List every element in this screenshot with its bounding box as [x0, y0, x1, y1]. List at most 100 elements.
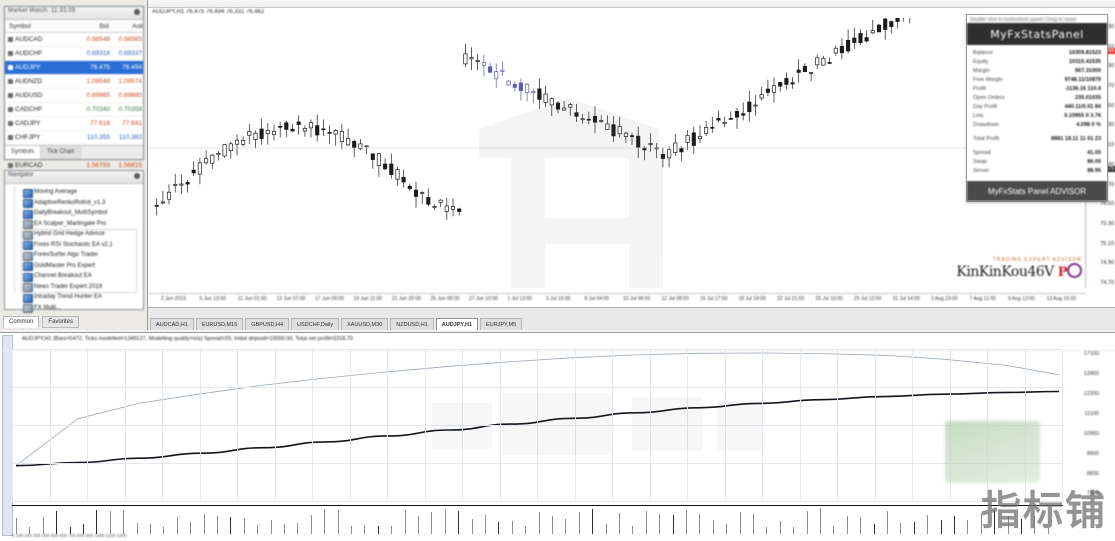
house-watermark-icon — [479, 98, 699, 288]
account-row: Balance 10359.81523 — [973, 50, 1101, 59]
market-watch-row[interactable]: AUDCHF 0.69318 0.69337 — [5, 47, 143, 61]
axis-tick: 8800 — [1086, 471, 1099, 477]
navigator-item[interactable]: EA Scalper_Martingale Pro — [23, 219, 143, 229]
tester-y-axis: 17100 13900 12200 11100 10900 9900 8800 7900 — [1063, 349, 1103, 501]
symbol-icon — [8, 65, 13, 70]
navigator-item[interactable]: News Trader Expert 2019 — [23, 282, 143, 292]
histogram-bar — [565, 519, 567, 534]
histogram-bar — [1007, 516, 1009, 534]
column-header-symbol[interactable]: Symbol — [9, 22, 31, 30]
navigator-selection-box — [21, 229, 137, 293]
navigator-item[interactable]: Hybrid Grid Hedge Advisor — [23, 229, 143, 240]
market-watch-row[interactable]: CHFJPY 110.355 110.383 — [5, 131, 143, 145]
navigator-item[interactable]: Forex RSI Stochastic EA v2.1 — [23, 240, 143, 250]
broker-watermark: TRADING EXPERT ADVISOR KinKinKou46V P — [956, 257, 1082, 280]
row-key: Balance — [973, 50, 993, 56]
histogram-bar — [779, 521, 781, 534]
expert-advisor-icon — [23, 220, 33, 229]
time-tick: 12 Jul 08:00 — [661, 296, 689, 302]
bid-cell: 77.618 — [90, 120, 110, 127]
navigator-item-label: Intraday Trend Hunter EA — [34, 294, 103, 301]
price-tick: 75.50 — [1100, 201, 1114, 208]
histogram-bar — [552, 516, 553, 534]
trade-histogram[interactable] — [12, 505, 1063, 534]
row-value: 8881 18.11 11 01 23 — [1051, 136, 1101, 142]
ask-cell: 0.69337 — [118, 50, 143, 57]
equity-curve-plot[interactable] — [12, 349, 1063, 502]
histogram-bar — [109, 511, 111, 534]
market-watch-row[interactable]: CADCHF 0.70340 0.70358 — [5, 103, 143, 117]
navigator-item[interactable]: FX Multi... — [23, 303, 143, 313]
chart-tab[interactable]: AUDJPY,H1 — [435, 318, 479, 330]
navigator-item-label: Hybrid Grid Hedge Advisor — [34, 231, 106, 238]
tab-tick-chart[interactable]: Tick Chart — [41, 146, 82, 159]
histogram-bar — [230, 517, 232, 534]
close-icon[interactable] — [134, 173, 140, 179]
navigator-item[interactable]: AdaptiveRenkoRobot_v1.3 — [23, 198, 143, 208]
bid-cell: 1.09548 — [86, 78, 111, 85]
chart-toolbar[interactable] — [148, 0, 1115, 8]
histogram-bar — [471, 519, 473, 534]
column-header-ask[interactable]: Ask — [132, 22, 143, 30]
navigator-item[interactable]: ForexSurfer Algo Trader — [23, 250, 143, 261]
ask-cell: 76.494 — [122, 64, 142, 71]
market-watch-row[interactable]: AUDCAD 0.98548 0.98565 — [5, 33, 143, 47]
time-scale[interactable]: 2 Jun 2019 5 Jun 13:00 11 Jun 01:00 13 Jun … — [149, 293, 1086, 306]
column-header-bid[interactable]: Bid — [99, 22, 109, 30]
histogram-bar — [833, 526, 835, 534]
account-row: Free Margin 9748.11/10879 — [973, 77, 1101, 86]
chart-tab[interactable]: GBPUSD,H4 — [245, 318, 290, 330]
market-watch-row[interactable]: CADJPY 77.618 77.641 — [5, 117, 143, 131]
market-watch-row[interactable]: AUDUSD 0.69865 0.69880 — [5, 89, 143, 103]
navigator-item[interactable]: DailyBreakout_MultiSymbol — [23, 208, 143, 219]
chart-tab[interactable]: NZDUSD,H1 — [390, 318, 434, 330]
tab-symbols[interactable]: Symbols — [5, 146, 42, 159]
chart-tab[interactable]: EURJPY,M5 — [480, 318, 523, 330]
row-value: 9748.11/10879 — [1064, 77, 1101, 83]
tab-favorites[interactable]: Favorites — [42, 315, 80, 328]
histogram-bar — [42, 517, 44, 534]
expert-advisor-icon — [23, 304, 33, 313]
navigator-panel: Navigator Moving Average AdaptiveRenkoRob… — [4, 170, 144, 313]
gridline — [912, 349, 913, 501]
brand-mark-icon: P — [1058, 263, 1082, 280]
gridline — [462, 349, 463, 501]
time-tick: 29 Jul 12:00 — [854, 296, 882, 302]
chart-tab[interactable]: AUDCAD,H1 — [150, 318, 194, 330]
navigator-item-label: Moving Average — [34, 189, 77, 196]
expert-advisor-icon — [23, 262, 33, 271]
row-key: Total Profit — [973, 136, 999, 142]
gridline — [1062, 349, 1063, 501]
tree-connector — [14, 187, 15, 291]
navigator-item[interactable]: Moving Average — [23, 187, 143, 198]
histogram-bar — [980, 513, 982, 534]
navigator-item-label: Forex RSI Stochastic EA v2.1 — [34, 241, 113, 248]
time-tick: 25 Jul 10:00 — [815, 296, 843, 302]
histogram-bar — [96, 510, 98, 534]
navigator-item[interactable]: GoldMaster Pro Expert — [23, 261, 143, 271]
bid-cell: 0.69865 — [86, 92, 111, 99]
navigator-item[interactable]: Channel Breakout EA — [23, 271, 143, 282]
expert-advisor-icon — [23, 209, 33, 219]
time-tick: 22 Jul 21:00 — [777, 296, 805, 302]
gridline — [12, 501, 1063, 502]
chart-tab[interactable]: EURUSD,M15 — [195, 318, 244, 330]
tab-common[interactable]: Common — [3, 315, 40, 328]
histogram-bar — [324, 509, 326, 534]
chart-tab[interactable]: USDCHF,Daily — [291, 318, 340, 330]
navigator-item[interactable]: Intraday Trend Hunter EA — [23, 292, 143, 303]
close-icon[interactable] — [134, 9, 140, 15]
account-row: Profit -1136.16 110.4 — [973, 86, 1101, 95]
time-tick: 31 Jul 14:00 — [892, 296, 920, 302]
histogram-bar — [136, 523, 138, 534]
market-watch-row[interactable]: AUDNZD 1.09548 1.09574 — [5, 75, 143, 89]
candlestick-plot[interactable] — [149, 18, 1086, 288]
histogram-bar — [739, 512, 741, 534]
row-value: 440.11/0.01 84 — [1064, 104, 1101, 110]
histogram-bar — [726, 524, 728, 534]
account-info-panel[interactable]: Double click to lock/unlock panel | Drag… — [966, 14, 1108, 202]
market-watch-row[interactable]: AUDJPY 76.475 76.494 — [5, 61, 143, 75]
chart-tab[interactable]: XAUUSD,M30 — [341, 318, 389, 330]
histogram-bar — [243, 518, 245, 534]
ask-cell: 77.641 — [122, 120, 142, 127]
